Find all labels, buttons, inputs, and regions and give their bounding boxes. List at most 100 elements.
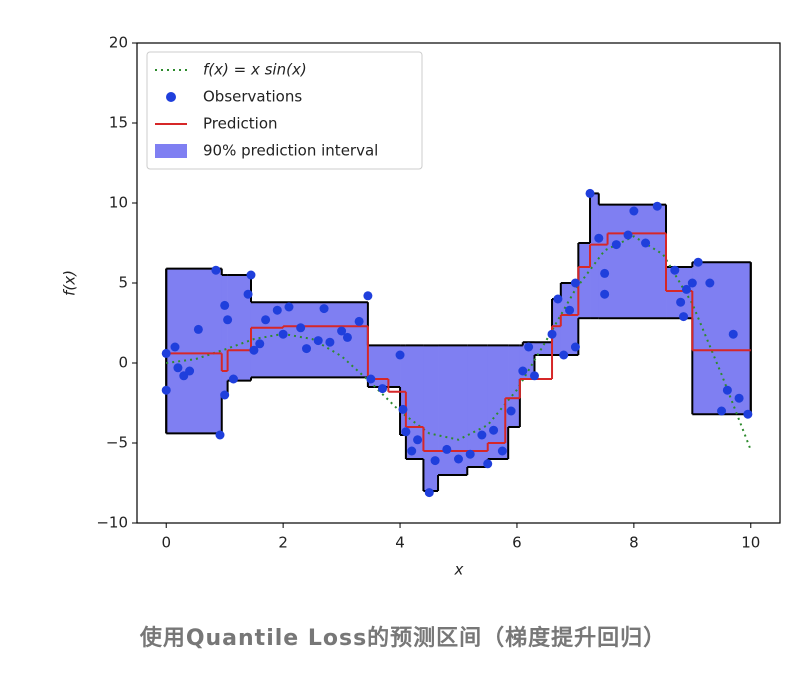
observation <box>173 363 183 373</box>
observation <box>170 342 180 352</box>
observation <box>193 324 203 334</box>
interval-band <box>423 345 439 491</box>
observation <box>223 315 233 325</box>
legend: f(x) = x sin(x) Observations Prediction 90%… <box>146 51 423 170</box>
observation <box>623 230 633 240</box>
interval-band <box>227 275 252 381</box>
observation <box>570 342 580 352</box>
observation <box>220 390 230 400</box>
observation <box>424 488 434 498</box>
observation <box>454 454 463 464</box>
x-tick-label: 10 <box>741 534 760 552</box>
observation <box>687 278 697 288</box>
observation <box>220 300 230 310</box>
observation <box>378 384 388 394</box>
y-tick-label: −10 <box>96 514 128 532</box>
x-tick-label: 0 <box>161 534 171 552</box>
y-tick-label: 5 <box>118 274 128 292</box>
observation <box>585 188 595 198</box>
observation <box>246 270 256 280</box>
observation <box>722 385 732 395</box>
observation <box>565 305 575 315</box>
observation <box>676 297 686 307</box>
observation <box>529 371 539 381</box>
interval-band <box>508 345 521 427</box>
observation <box>734 393 744 403</box>
observation <box>363 291 373 301</box>
observation <box>743 409 753 419</box>
observation <box>553 294 563 304</box>
observation <box>679 312 689 322</box>
y-axis-label: f(x) <box>61 270 79 296</box>
observation <box>629 206 639 216</box>
observation <box>524 342 534 352</box>
observation <box>255 339 265 349</box>
x-tick-label: 6 <box>512 534 522 552</box>
observation <box>559 350 569 360</box>
observation <box>483 459 493 469</box>
legend-swatch <box>155 144 187 158</box>
observation <box>430 456 440 466</box>
observation <box>518 366 528 376</box>
observation <box>681 284 691 294</box>
interval-band <box>400 345 407 435</box>
interval-band <box>578 243 591 319</box>
y-tick-label: 15 <box>109 114 128 132</box>
legend-swatch <box>166 92 176 102</box>
y-tick-label: 10 <box>109 194 128 212</box>
interval-band <box>221 275 228 395</box>
interval-band <box>522 342 535 379</box>
observation <box>337 326 347 336</box>
observation <box>185 366 195 376</box>
observation <box>497 446 507 456</box>
observation <box>489 425 499 435</box>
x-tick-label: 8 <box>629 534 639 552</box>
observation <box>670 265 680 275</box>
function-line <box>166 235 752 451</box>
observation <box>641 238 651 248</box>
observation <box>652 201 662 211</box>
observation <box>284 302 294 312</box>
chart: x f(x) 0 2 4 6 8 10 −10 −5 0 5 10 15 20 f(x) = x sin(… <box>61 34 781 579</box>
legend-label: Prediction <box>203 115 278 133</box>
interval-band <box>692 262 752 415</box>
observation <box>506 406 516 416</box>
observation <box>611 240 621 250</box>
interval-band <box>467 345 489 467</box>
observation <box>717 406 727 416</box>
observation <box>272 305 282 315</box>
observation <box>342 332 352 342</box>
legend-label: f(x) = x sin(x) <box>203 61 307 79</box>
interval-band <box>598 204 667 319</box>
x-tick-label: 4 <box>395 534 405 552</box>
observation <box>228 374 238 384</box>
legend-box <box>146 51 423 170</box>
observation <box>413 435 423 445</box>
legend-label: 90% prediction interval <box>203 142 378 160</box>
interval-band <box>405 345 424 459</box>
observation <box>313 336 323 346</box>
y-tick-label: −5 <box>106 434 128 452</box>
observation <box>442 444 452 454</box>
observation <box>594 233 604 243</box>
observation <box>296 323 306 333</box>
observation <box>319 304 329 314</box>
interval-band <box>438 345 468 475</box>
observation <box>547 329 557 339</box>
observation <box>249 345 259 355</box>
observation <box>161 385 171 395</box>
observation <box>477 430 487 440</box>
interval-band <box>590 193 600 319</box>
observation <box>302 344 312 354</box>
observation <box>261 315 271 325</box>
observation <box>325 337 335 347</box>
interval-band <box>560 283 579 355</box>
observation <box>728 329 738 339</box>
observation <box>243 289 253 299</box>
observation <box>161 348 171 358</box>
observation <box>693 257 703 267</box>
observation <box>395 350 405 360</box>
x-axis-label: x <box>454 561 464 579</box>
x-tick-label: 2 <box>278 534 288 552</box>
